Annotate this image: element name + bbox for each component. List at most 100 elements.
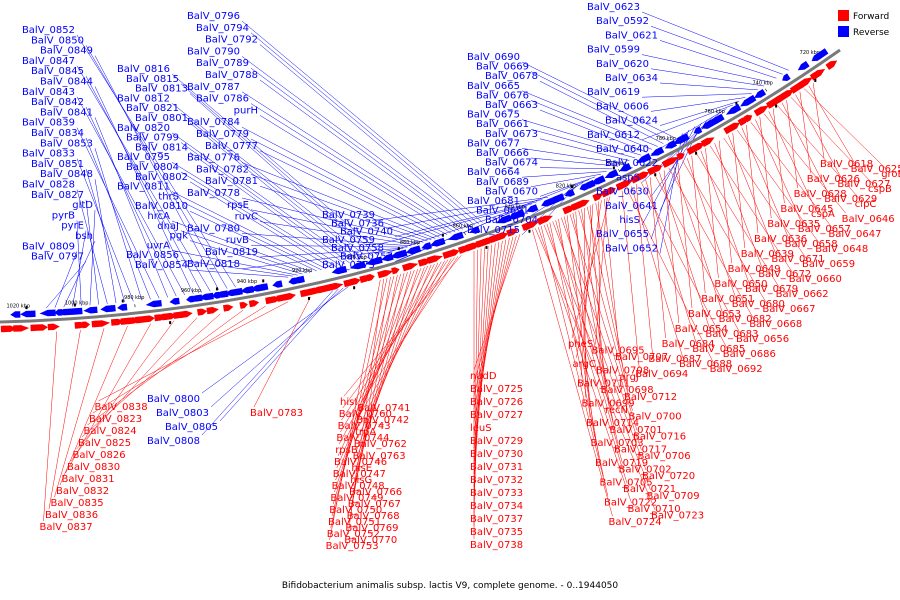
rna-feature-mark (528, 229, 531, 233)
forward-label-leader (808, 85, 855, 164)
reverse-label-leader (180, 113, 364, 260)
reverse-label-leader (250, 32, 479, 225)
forward-gene-arrow (144, 315, 155, 323)
reverse-label-leader (521, 90, 658, 147)
forward-gene-label: leuS (470, 423, 492, 434)
reverse-gene-label: BalV_0599 (587, 45, 640, 56)
reverse-gene-label: BalV_0681 (467, 196, 520, 207)
forward-label-leader (70, 320, 175, 462)
reverse-gene-label: BalV_0803 (156, 408, 209, 419)
reverse-gene-label: BalV_0795 (117, 152, 170, 163)
reverse-gene-label: BalV_0630 (596, 187, 649, 198)
forward-label-leader (781, 102, 829, 194)
reverse-gene-arrow (725, 103, 742, 115)
reverse-gene-arrow (272, 280, 283, 288)
reverse-gene-arrow (469, 226, 481, 234)
kbp-tick-label: 880 kbp (400, 240, 420, 246)
forward-gene-label: BalV_0830 (67, 462, 120, 473)
forward-gene-label: BalV_0648 (815, 244, 868, 255)
reverse-gene-label: BalV_0690 (467, 52, 520, 63)
label-leader-lines (43, 11, 886, 541)
reverse-gene-label: BalV_0634 (605, 73, 658, 84)
forward-gene-arrow (825, 60, 838, 70)
forward-gene-arrow (93, 320, 111, 328)
forward-gene-arrow (283, 293, 296, 301)
forward-gene-label: BalV_0667 (762, 304, 815, 315)
forward-label-leader (54, 328, 105, 498)
reverse-label-leader (201, 290, 334, 436)
reverse-gene-label: purH (234, 105, 258, 116)
reverse-label-leader (180, 142, 350, 264)
forward-label-leader (473, 239, 507, 423)
forward-gene-label: nadD (470, 371, 497, 382)
forward-gene-label: BalV_0688 (679, 359, 732, 370)
forward-gene-label: BalV_0716 (633, 431, 686, 442)
forward-gene-label: BalV_0750 (329, 505, 382, 516)
reverse-gene-arrow (526, 204, 539, 213)
reverse-gene-label: BalV_0670 (485, 186, 538, 197)
kbp-tick-label: 800 kbp (606, 161, 626, 167)
forward-gene-label: BalV_0660 (789, 274, 842, 285)
forward-gene-label: BalV_0732 (470, 475, 523, 486)
forward-gene-label: argJ (620, 372, 639, 383)
forward-label-leader (473, 247, 485, 501)
forward-label-leader (777, 105, 859, 199)
reverse-gene-label: BalV_0808 (147, 436, 200, 447)
forward-label-leader (357, 262, 439, 439)
forward-gene-arrow (743, 114, 753, 123)
forward-label-leader (558, 218, 600, 457)
forward-gene-label: BalV_0671 (771, 254, 824, 265)
kbp-tick-label: 1020 kbp (6, 303, 30, 309)
reverse-label-leader (189, 93, 374, 258)
reverse-gene-arrow (256, 283, 269, 291)
forward-label-leader (98, 301, 289, 402)
reverse-gene-label: aspS (616, 172, 640, 183)
reverse-gene-label: hisS (619, 215, 640, 226)
forward-gene-label: BalV_0744 (336, 433, 389, 444)
forward-gene-label: BalV_0625 (851, 164, 900, 175)
forward-gene-label: BalV_0832 (56, 486, 109, 497)
reverse-gene-label: BalV_0669 (476, 62, 529, 73)
reverse-gene-arrow (83, 306, 98, 314)
forward-gene-label: pheS (568, 339, 593, 350)
reverse-label-leader (530, 128, 636, 159)
forward-label-leader (741, 127, 789, 239)
forward-gene-label: BalV_0751 (328, 517, 381, 528)
forward-gene-label: BalV_0685 (692, 344, 745, 355)
reverse-gene-arrow (381, 253, 394, 262)
forward-gene-label: BalV_0725 (470, 384, 523, 395)
reverse-label-leader (85, 137, 151, 300)
reverse-gene-label: BalV_0821 (126, 103, 179, 114)
forward-gene-arrow (538, 215, 553, 225)
reverse-gene-label: ruvB (226, 235, 249, 246)
reverse-label-leader (171, 220, 313, 273)
kbp-tick-label: 920 kbp (292, 268, 312, 274)
reverse-label-leader (180, 171, 336, 267)
reverse-label-leader (85, 168, 125, 303)
reverse-gene-arrow (230, 287, 243, 296)
forward-gene-label: BalV_0835 (51, 498, 104, 509)
forward-label-leader (81, 313, 221, 438)
forward-gene-label: hisG (350, 475, 372, 486)
reverse-gene-label: BalV_0740 (340, 227, 393, 238)
forward-gene-label: BalV_0657 (798, 224, 851, 235)
kbp-tick-label: 780 kbp (656, 136, 676, 142)
forward-label-leader (682, 160, 767, 304)
reverse-label-leader (180, 201, 322, 271)
forward-label-leader (654, 174, 741, 334)
rna-feature-mark (485, 245, 488, 249)
legend-forward-label: Forward (853, 12, 889, 22)
reverse-label-leader (650, 108, 727, 155)
forward-label-leader (705, 148, 719, 279)
forward-label-leader (358, 260, 445, 427)
rna-feature-mark (654, 173, 657, 177)
forward-gene-arrow (402, 262, 419, 272)
reverse-label-leader (539, 109, 647, 153)
reverse-gene-label: BalV_0691 (476, 206, 529, 217)
forward-label-leader (349, 276, 391, 523)
reverse-gene-label: BalV_0624 (605, 116, 658, 127)
forward-gene-label: BalV_0831 (62, 474, 115, 485)
reverse-gene-arrow (782, 73, 791, 81)
reverse-gene-label: BalV_0665 (467, 81, 520, 92)
